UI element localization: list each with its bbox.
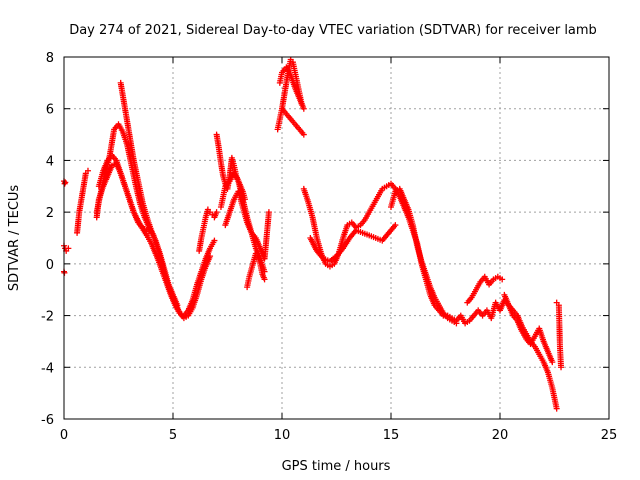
data-point-marker [62, 179, 69, 186]
y-tick-label: -6 [41, 413, 54, 428]
data-point-marker [84, 167, 91, 174]
data-point-marker [207, 253, 214, 260]
y-tick-label: 0 [46, 258, 54, 273]
y-tick-label: -4 [41, 361, 54, 376]
data-point-marker [174, 302, 181, 309]
y-axis-ticks: -6 -4 -2 0 2 4 6 8 [41, 51, 609, 428]
x-tick-label: 25 [601, 428, 618, 443]
x-tick-label: 0 [60, 428, 68, 443]
data-point-marker [61, 180, 68, 187]
data-point-marker [553, 405, 560, 412]
data-point-marker [392, 222, 399, 229]
data-point-marker [65, 245, 72, 252]
data-point-marker [300, 105, 307, 112]
data-point-marker [549, 359, 556, 366]
data-point-marker [265, 209, 272, 216]
x-tick-label: 15 [383, 428, 400, 443]
plot-frame [63, 56, 610, 420]
y-tick-label: 8 [46, 51, 54, 66]
data-point-marker [300, 131, 307, 138]
x-tick-label: 10 [274, 428, 291, 443]
y-tick-label: 4 [46, 154, 54, 169]
data-point-marker [558, 364, 565, 371]
data-point-marker [499, 276, 506, 283]
x-axis-ticks: 0 5 10 15 20 25 [60, 57, 617, 443]
data-point-marker [453, 320, 460, 327]
x-axis-label: GPS time / hours [282, 459, 391, 474]
chart-title: Day 274 of 2021, Sidereal Day-to-day VTE… [69, 23, 597, 38]
data-points [61, 56, 565, 412]
data-point-marker [261, 276, 268, 283]
data-point-marker [211, 237, 218, 244]
x-tick-label: 5 [169, 428, 177, 443]
x-tick-label: 20 [492, 428, 509, 443]
y-axis-label: SDTVAR / TECUs [7, 185, 22, 292]
data-point-marker [213, 209, 220, 216]
y-tick-label: -2 [41, 310, 54, 325]
y-tick-label: 2 [46, 206, 54, 221]
y-tick-label: 6 [46, 103, 54, 118]
